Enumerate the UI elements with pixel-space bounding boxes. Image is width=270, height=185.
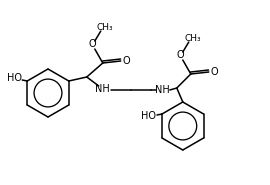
- Text: CH₃: CH₃: [96, 23, 113, 31]
- Text: NH: NH: [95, 84, 110, 94]
- Text: O: O: [177, 50, 185, 60]
- Text: O: O: [89, 39, 97, 49]
- Text: HO: HO: [7, 73, 22, 83]
- Text: NH: NH: [156, 85, 170, 95]
- Text: O: O: [211, 67, 219, 77]
- Text: O: O: [123, 56, 131, 66]
- Text: CH₃: CH₃: [184, 33, 201, 43]
- Text: HO: HO: [140, 111, 156, 121]
